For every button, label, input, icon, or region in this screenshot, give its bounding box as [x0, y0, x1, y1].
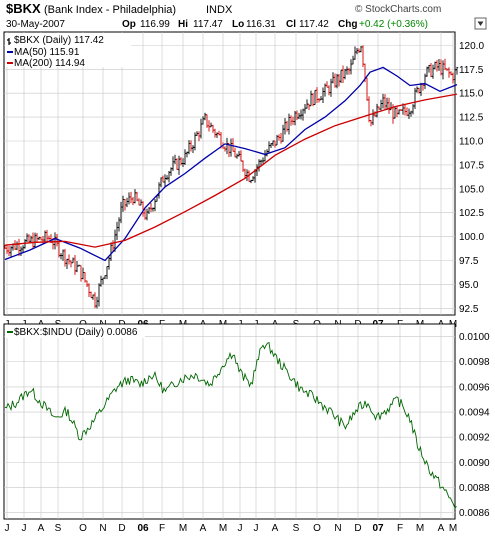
ohlc-bar — [455, 66, 459, 75]
y-tick-label: 105.0 — [459, 184, 484, 195]
open-label: Op — [122, 19, 136, 30]
low-value: 116.31 — [246, 19, 276, 30]
y-tick-label: 110.0 — [459, 136, 484, 147]
x-tick-label: O — [79, 523, 87, 534]
y-tick-label: 107.5 — [459, 160, 484, 171]
open-value: 116.99 — [140, 19, 170, 30]
close-label: Cl — [286, 19, 296, 30]
high-label: Hi — [178, 19, 188, 30]
x-tick-label: M — [179, 523, 187, 534]
y-tick-label: 97.5 — [459, 256, 479, 267]
date-label: 30-May-2007 — [6, 19, 65, 30]
x-tick-label: J — [254, 523, 259, 534]
x-tick-label: J — [5, 523, 10, 534]
x-tick-label: F — [159, 523, 165, 534]
x-tick-label: J — [238, 523, 243, 534]
ratio-gridlines — [4, 324, 455, 519]
ohlc-bars — [3, 45, 459, 309]
y-tick-label: 92.5 — [459, 304, 479, 315]
ratio-line — [4, 342, 457, 509]
price-series — [3, 45, 459, 309]
x-tick-label: N — [334, 523, 341, 534]
x-tick-label: A — [438, 523, 445, 534]
x-tick-label: N — [99, 523, 106, 534]
legend-ma200: MA(200) 114.94 — [14, 58, 85, 69]
price-gridlines — [4, 32, 455, 315]
x-tick-label: F — [397, 523, 403, 534]
y-tick-label: 95.0 — [459, 280, 479, 291]
y-tick-label: 0.0086 — [459, 508, 490, 519]
ratio-legend: $BKX:$INDU (Daily) 0.0086 — [5, 325, 145, 338]
x-tick-label: S — [293, 523, 300, 534]
price-panel — [3, 31, 456, 316]
y-tick-label: 117.5 — [459, 65, 484, 76]
x-tick-label: A — [38, 523, 45, 534]
legend-ratio: $BKX:$INDU (Daily) 0.0086 — [14, 327, 138, 338]
ohlc-legend-icon — [7, 38, 11, 45]
legend-ma50: MA(50) 115.91 — [14, 47, 80, 58]
x-tick-label: A — [272, 523, 279, 534]
ratio-x-axis: J J A S O N D 06 F M A M J J A S O N D 07 F M A M — [5, 523, 458, 534]
y-tick-label: 0.0094 — [459, 408, 490, 419]
price-legend: $BKX (Daily) 117.42 MA(50) 115.91 MA(200… — [5, 33, 131, 69]
ratio-y-axis: 0.0100 0.0098 0.0096 0.0094 0.0092 0.0090 0.00… — [459, 332, 490, 519]
watermark: © StockCharts.com — [355, 4, 441, 15]
change-value: +0.42 (+0.36%) — [359, 19, 428, 30]
close-value: 117.42 — [299, 19, 329, 30]
ma50-line — [4, 66, 458, 262]
change-label: Chg — [338, 19, 357, 30]
x-tick-label: M — [449, 523, 457, 534]
x-tick-label: M — [416, 523, 424, 534]
y-tick-label: 102.5 — [459, 208, 484, 219]
symbol-title: $BKX — [6, 1, 41, 16]
ratio-series — [4, 342, 457, 509]
high-value: 117.47 — [193, 19, 223, 30]
exchange-label: INDX — [206, 4, 233, 16]
y-tick-label: 0.0096 — [459, 382, 490, 393]
x-tick-label: 07 — [372, 523, 384, 534]
x-tick-label: M — [219, 523, 227, 534]
x-tick-label: D — [354, 523, 361, 534]
x-tick-label: 06 — [137, 523, 149, 534]
y-tick-label: 0.0100 — [459, 332, 490, 343]
y-tick-label: 115.0 — [459, 89, 484, 100]
price-y-axis: 120.0 117.5 115.0 112.5 110.0 107.5 105.0 102.5… — [459, 41, 484, 315]
y-tick-label: 112.5 — [459, 113, 484, 124]
low-label: Lo — [232, 19, 244, 30]
index-name: (Bank Index - Philadelphia) — [44, 4, 176, 16]
y-tick-label: 0.0088 — [459, 483, 490, 494]
x-tick-label: O — [313, 523, 321, 534]
x-tick-label: S — [55, 523, 62, 534]
y-tick-label: 0.0092 — [459, 433, 490, 444]
ma200-line — [4, 93, 458, 248]
y-tick-label: 100.0 — [459, 232, 484, 243]
x-tick-label: A — [200, 523, 207, 534]
y-tick-label: 0.0098 — [459, 357, 490, 368]
x-tick-label: J — [22, 523, 27, 534]
y-tick-label: 0.0090 — [459, 458, 490, 469]
legend-bkx: $BKX (Daily) 117.42 — [14, 35, 104, 46]
chart-menu-icon[interactable] — [474, 17, 487, 30]
x-tick-label: D — [118, 523, 125, 534]
y-tick-label: 120.0 — [459, 41, 484, 52]
